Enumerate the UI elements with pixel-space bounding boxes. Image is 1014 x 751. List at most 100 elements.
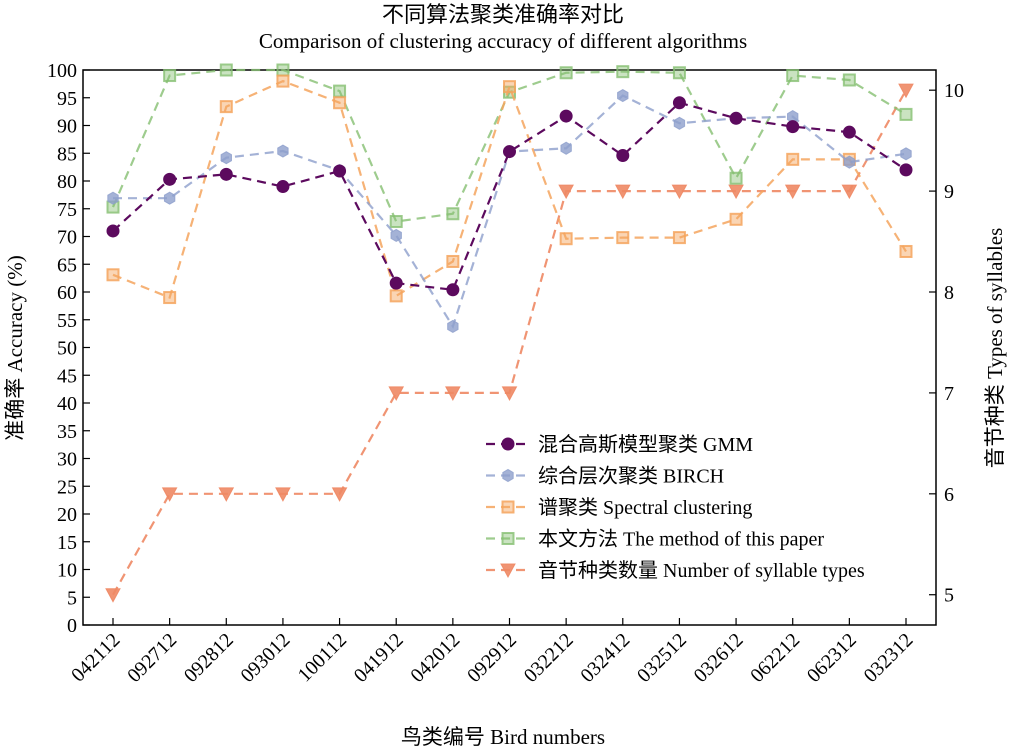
legend-label: 综合层次聚类 BIRCH (538, 465, 724, 488)
legend: 混合高斯模型聚类 GMM 综合层次聚类 BIRCH 谱聚类 Spectral clu… (486, 433, 865, 582)
data-point (445, 386, 461, 401)
data-point (900, 147, 912, 161)
data-point (105, 588, 121, 603)
data-point (446, 283, 460, 297)
data-point (672, 231, 686, 245)
legend-marker (501, 437, 515, 451)
data-point (107, 191, 119, 205)
right-y-tick-label: 10 (944, 80, 964, 102)
data-point (842, 73, 856, 87)
data-point (163, 172, 177, 186)
x-tick-label: 093012 (236, 629, 294, 687)
data-point (276, 74, 290, 88)
data-point (616, 148, 630, 162)
chart-title: 不同算法聚类准确率对比 (382, 2, 624, 27)
data-point (616, 65, 630, 79)
left-y-tick-label: 90 (57, 116, 77, 138)
left-y-tick-label: 65 (57, 254, 77, 276)
legend-label: 谱聚类 Spectral clustering (538, 496, 752, 519)
data-point (331, 487, 348, 502)
data-point (843, 155, 856, 169)
data-point (446, 207, 460, 221)
left-y-tick-label: 30 (57, 449, 77, 471)
data-point (388, 386, 405, 401)
left-y-tick-label: 95 (57, 88, 77, 110)
data-point (390, 228, 402, 242)
data-point (786, 120, 800, 134)
legend-marker (500, 563, 516, 579)
right-y-tick-label: 8 (944, 282, 954, 304)
x-tick-label: 092712 (123, 629, 181, 687)
data-point (219, 63, 233, 77)
data-point (277, 144, 289, 158)
data-point (276, 63, 290, 77)
data-point (501, 386, 518, 401)
series-0 (106, 96, 913, 297)
data-point (617, 88, 629, 103)
y-axis-left-label: 准确率 Accuracy (%) (3, 255, 27, 440)
x-tick-label: 032412 (576, 629, 634, 687)
data-point (333, 164, 347, 178)
legend-label: 混合高斯模型聚类 GMM (538, 433, 753, 456)
legend-label: 音节种类数量 Number of syllable types (538, 559, 865, 582)
data-point (333, 84, 347, 98)
legend-entry: 综合层次聚类 BIRCH (486, 465, 724, 488)
data-point (784, 184, 801, 200)
left-y-tick-label: 60 (57, 282, 77, 304)
legend-entry: 音节种类数量 Number of syllable types (486, 559, 865, 582)
left-y-tick-label: 70 (57, 227, 77, 249)
legend-entry: 本文方法 The method of this paper (486, 528, 824, 551)
data-point (672, 96, 686, 110)
series-layer (105, 63, 914, 603)
data-point (447, 319, 459, 333)
right-y-tick-label: 5 (944, 585, 954, 607)
x-tick-label: 092912 (463, 629, 521, 687)
data-point (729, 212, 743, 226)
data-point (106, 224, 120, 238)
x-tick-label: 032512 (633, 629, 691, 687)
x-tick-label: 062212 (746, 629, 804, 687)
data-point (560, 141, 572, 155)
series-line (112, 89, 907, 596)
series-4 (105, 83, 914, 603)
data-point (558, 184, 574, 200)
left-y-tick-label: 100 (47, 60, 77, 82)
right-y-axis: 5 6 7 8 9 10 (929, 80, 964, 607)
data-point (220, 151, 232, 165)
legend-entry: 混合高斯模型聚类 GMM (486, 433, 753, 456)
legend-marker (501, 500, 515, 514)
data-point (671, 184, 688, 200)
data-point (729, 171, 743, 185)
left-y-tick-label: 10 (57, 560, 77, 582)
data-point (559, 66, 573, 80)
data-point (389, 276, 403, 290)
data-point (275, 487, 291, 502)
x-tick-label: 092812 (180, 629, 238, 687)
left-y-tick-label: 55 (57, 310, 77, 332)
data-point (673, 116, 686, 130)
data-point (559, 232, 573, 246)
left-y-tick-label: 80 (57, 171, 77, 193)
left-y-tick-label: 85 (57, 143, 77, 165)
data-point (559, 109, 573, 123)
data-point (163, 291, 177, 305)
x-tick-label: 032612 (690, 629, 748, 687)
data-point (841, 184, 858, 200)
left-y-tick-label: 0 (67, 615, 77, 637)
left-y-tick-label: 5 (67, 587, 77, 609)
left-y-tick-label: 20 (57, 504, 77, 526)
data-point (333, 96, 347, 110)
data-point (163, 69, 177, 83)
data-point (218, 487, 235, 502)
x-axis-label: 鸟类编号 Bird numbers (401, 725, 605, 749)
data-point (389, 215, 403, 229)
left-y-tick-label: 15 (57, 532, 77, 554)
x-tick-label: 032312 (860, 629, 918, 687)
data-point (898, 83, 914, 99)
chart-subtitle: Comparison of clustering accuracy of dif… (259, 29, 747, 53)
data-point (899, 244, 913, 258)
left-y-tick-label: 40 (57, 393, 77, 415)
data-point (899, 163, 913, 177)
data-point (786, 69, 800, 83)
